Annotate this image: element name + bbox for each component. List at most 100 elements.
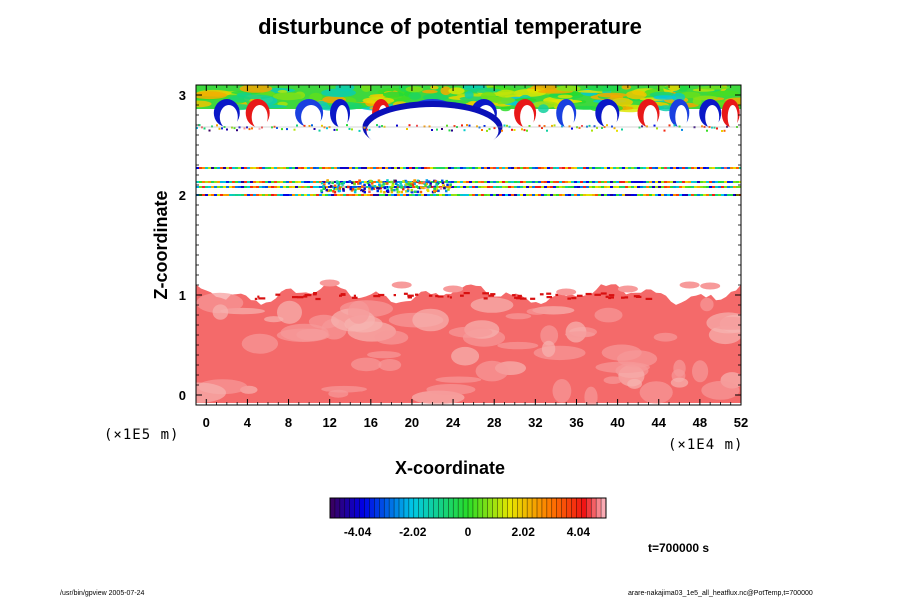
x-tick: 24 — [446, 85, 461, 430]
band-cell — [565, 194, 568, 196]
band-cell — [361, 194, 364, 196]
band-cell — [460, 181, 463, 183]
band-cell — [214, 167, 217, 169]
upper-layer-noise — [521, 128, 523, 131]
band-cell — [592, 181, 595, 183]
upper-layer-noise — [436, 128, 438, 131]
upper-layer-noise — [506, 124, 508, 127]
band-cell — [295, 194, 298, 196]
band-cell — [340, 167, 343, 169]
band-cell — [517, 167, 520, 169]
band-cell — [448, 167, 451, 169]
band-cell — [484, 194, 487, 196]
band-cell — [475, 167, 478, 169]
y-tick-label: 2 — [179, 188, 186, 203]
band-noise — [358, 187, 361, 190]
band-cell — [199, 186, 202, 188]
band-noise — [336, 181, 339, 185]
upper-layer-noise — [286, 128, 288, 131]
x-tick-label: 0 — [203, 415, 210, 430]
band-cell — [673, 181, 676, 183]
band-cell — [226, 186, 229, 188]
lower-layer-fleck — [351, 296, 358, 299]
band-cell — [628, 181, 631, 183]
band-cell — [409, 181, 412, 183]
upper-layer-noise — [716, 127, 718, 130]
band-cell — [682, 194, 685, 196]
x-tick: 36 — [569, 85, 584, 430]
band-cell — [241, 167, 244, 169]
band-cell — [463, 181, 466, 183]
band-cell — [505, 194, 508, 196]
band-cell — [619, 181, 622, 183]
band-cell — [715, 181, 718, 183]
band-cell — [580, 181, 583, 183]
band-cell — [385, 194, 388, 196]
upper-layer-noise — [323, 126, 326, 129]
band-noise — [390, 190, 394, 194]
band-cell — [280, 194, 283, 196]
upper-layer-noise — [381, 125, 383, 128]
band-cell — [454, 194, 457, 196]
band-cell — [553, 194, 556, 196]
lower-layer-field — [196, 279, 741, 405]
upper-layer-noise — [581, 125, 583, 127]
band-noise — [400, 184, 403, 188]
band-cell — [403, 194, 406, 196]
colorbar-cell — [418, 498, 424, 518]
band-cell — [352, 167, 355, 169]
upper-layer-noise — [616, 129, 618, 132]
band-noise — [383, 186, 387, 190]
band-cell — [499, 186, 502, 188]
band-cell — [541, 167, 544, 169]
band-cell — [289, 194, 292, 196]
band-cell — [316, 181, 319, 183]
upper-layer-noise — [621, 128, 623, 131]
band-cell — [619, 186, 622, 188]
band-cell — [373, 181, 376, 183]
band-noise — [423, 182, 426, 185]
band-cell — [466, 194, 469, 196]
band-cell — [310, 194, 313, 196]
colorbar-cell — [428, 498, 434, 518]
y-tick: 1 — [179, 288, 741, 303]
lower-layer-swirl — [700, 297, 714, 312]
band-cell — [703, 167, 706, 169]
band-cell — [268, 194, 271, 196]
band-noise — [376, 186, 379, 190]
band-cell — [673, 186, 676, 188]
upper-layer-noise — [478, 126, 481, 129]
x-tick-label: 36 — [569, 415, 583, 430]
band-cell — [490, 194, 493, 196]
band-cell — [643, 194, 646, 196]
upper-layer-streak — [321, 88, 356, 98]
band-cell — [553, 181, 556, 183]
band-cell — [541, 181, 544, 183]
band-noise — [340, 182, 344, 185]
band-noise — [342, 185, 345, 189]
band-cell — [313, 167, 316, 169]
band-cell — [217, 181, 220, 183]
upper-layer-noise — [673, 124, 676, 127]
band-cell — [205, 181, 208, 183]
band-cell — [367, 186, 370, 188]
band-noise — [417, 186, 421, 189]
band-cell — [484, 186, 487, 188]
band-cell — [652, 181, 655, 183]
band-cell — [430, 194, 433, 196]
band-cell — [259, 167, 262, 169]
lower-layer-fleck — [555, 293, 559, 296]
band-cell — [265, 194, 268, 196]
band-cell — [217, 194, 220, 196]
band-cell — [532, 186, 535, 188]
upper-layer-noise — [493, 127, 496, 130]
band-noise — [410, 190, 413, 193]
band-noise — [380, 184, 384, 188]
band-cell — [499, 181, 502, 183]
band-cell — [226, 181, 229, 183]
band-cell — [253, 167, 256, 169]
band-cell — [718, 186, 721, 188]
upper-layer-noise — [321, 124, 323, 127]
lower-layer-fleck — [605, 295, 609, 298]
band-noise — [441, 181, 445, 185]
